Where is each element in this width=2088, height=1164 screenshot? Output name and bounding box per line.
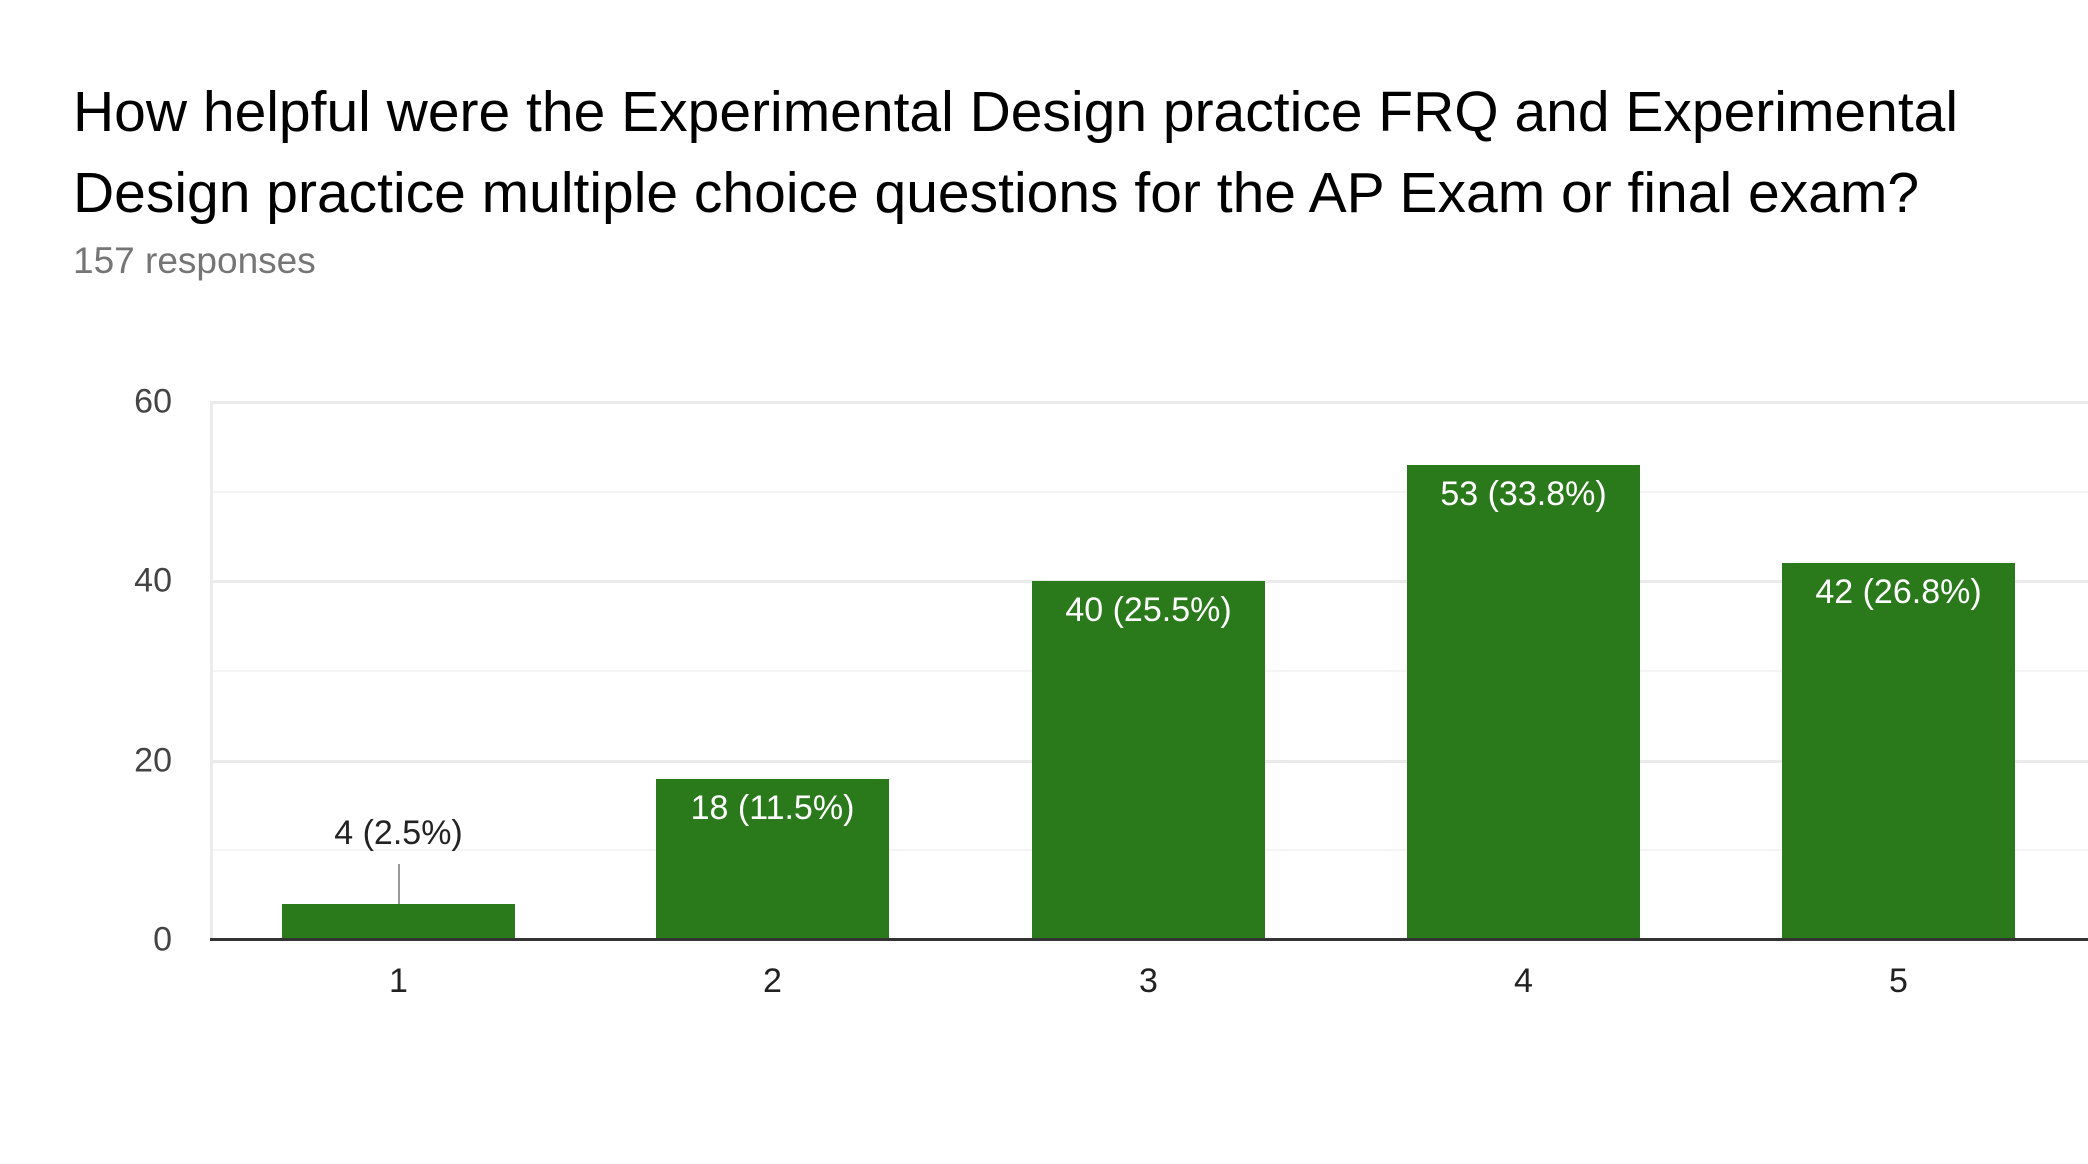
- bar-4[interactable]: [1407, 464, 1640, 940]
- y-tick-label: 40: [134, 561, 172, 600]
- bar-value-label: 4 (2.5%): [334, 814, 463, 853]
- y-axis-line: [210, 402, 213, 940]
- bar-value-label: 42 (26.8%): [1815, 573, 1982, 612]
- bar-5[interactable]: [1782, 563, 2015, 940]
- bar-3[interactable]: [1032, 581, 1265, 940]
- x-tick-label: 1: [389, 962, 408, 1000]
- bar-value-label: 18 (11.5%): [690, 788, 855, 827]
- x-axis-line: [210, 938, 2088, 941]
- y-tick-label: 0: [153, 920, 172, 959]
- bar-1[interactable]: [282, 904, 515, 940]
- response-count: 157 responses: [73, 240, 316, 281]
- gridline: [210, 490, 2088, 493]
- gridline: [210, 401, 2088, 404]
- bar-2[interactable]: [656, 778, 889, 940]
- x-tick-label: 2: [763, 962, 782, 1000]
- bar-value-label: 40 (25.5%): [1065, 591, 1232, 630]
- label-leader-line: [397, 864, 400, 905]
- x-tick-label: 5: [1889, 962, 1908, 1000]
- x-tick-label: 4: [1514, 962, 1533, 1000]
- y-tick-label: 20: [134, 741, 172, 780]
- y-tick-label: 60: [134, 382, 172, 421]
- bar-value-label: 53 (33.8%): [1440, 474, 1607, 513]
- chart-title: How helpful were the Experimental Design…: [73, 80, 1959, 225]
- x-tick-label: 3: [1139, 962, 1158, 1000]
